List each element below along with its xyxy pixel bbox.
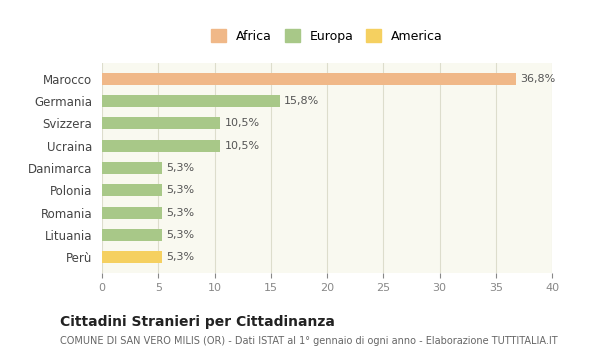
Text: Cittadini Stranieri per Cittadinanza: Cittadini Stranieri per Cittadinanza xyxy=(60,315,335,329)
Bar xyxy=(102,140,220,152)
Text: 5,3%: 5,3% xyxy=(166,252,194,262)
Bar xyxy=(102,184,161,196)
Bar xyxy=(102,206,161,219)
Text: 5,3%: 5,3% xyxy=(166,208,194,218)
Bar xyxy=(102,162,161,174)
Bar xyxy=(102,117,220,130)
Bar xyxy=(102,95,280,107)
Text: 15,8%: 15,8% xyxy=(284,96,320,106)
Text: 10,5%: 10,5% xyxy=(224,118,260,128)
Bar xyxy=(102,72,516,85)
Text: 36,8%: 36,8% xyxy=(521,74,556,84)
Text: 5,3%: 5,3% xyxy=(166,163,194,173)
Text: 5,3%: 5,3% xyxy=(166,186,194,195)
Text: 10,5%: 10,5% xyxy=(224,141,260,150)
Bar xyxy=(102,229,161,241)
Legend: Africa, Europa, America: Africa, Europa, America xyxy=(205,23,449,49)
Bar xyxy=(102,251,161,264)
Text: COMUNE DI SAN VERO MILIS (OR) - Dati ISTAT al 1° gennaio di ogni anno - Elaboraz: COMUNE DI SAN VERO MILIS (OR) - Dati IST… xyxy=(60,336,557,346)
Text: 5,3%: 5,3% xyxy=(166,230,194,240)
